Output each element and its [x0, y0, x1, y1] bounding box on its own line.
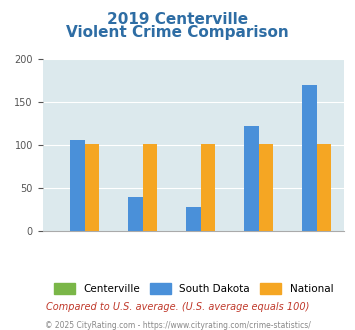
- Bar: [85, 144, 99, 231]
- Bar: [143, 144, 157, 231]
- Bar: [244, 126, 259, 231]
- Text: 2019 Centerville: 2019 Centerville: [107, 12, 248, 26]
- Bar: [186, 207, 201, 231]
- Bar: [128, 197, 143, 231]
- Legend: Centerville, South Dakota, National: Centerville, South Dakota, National: [50, 279, 337, 298]
- Bar: [259, 144, 273, 231]
- Text: Violent Crime Comparison: Violent Crime Comparison: [66, 25, 289, 40]
- Text: Compared to U.S. average. (U.S. average equals 100): Compared to U.S. average. (U.S. average …: [46, 302, 309, 312]
- Text: © 2025 CityRating.com - https://www.cityrating.com/crime-statistics/: © 2025 CityRating.com - https://www.city…: [45, 321, 310, 330]
- Bar: [302, 85, 317, 231]
- Bar: [70, 140, 85, 231]
- Bar: [317, 144, 331, 231]
- Bar: [201, 144, 215, 231]
